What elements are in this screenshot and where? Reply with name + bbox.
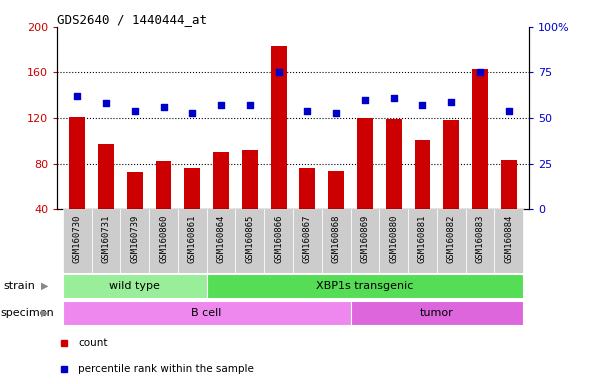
Point — [245, 102, 255, 108]
Bar — [63, 209, 91, 273]
Bar — [357, 118, 373, 209]
Bar — [466, 209, 495, 273]
Text: count: count — [78, 338, 108, 348]
Bar — [299, 168, 316, 209]
Text: wild type: wild type — [109, 281, 160, 291]
Point — [274, 70, 284, 76]
Bar — [322, 209, 350, 273]
Text: ▶: ▶ — [41, 281, 48, 291]
Point — [73, 93, 82, 99]
Text: GSM160739: GSM160739 — [130, 214, 139, 263]
Point — [302, 108, 312, 114]
Bar — [379, 209, 408, 273]
Point — [447, 99, 456, 105]
Text: specimen: specimen — [1, 308, 54, 318]
Bar — [127, 172, 142, 209]
Text: GSM160880: GSM160880 — [389, 214, 398, 263]
Point — [101, 101, 111, 107]
Point — [159, 104, 168, 110]
Bar — [264, 209, 293, 273]
Text: percentile rank within the sample: percentile rank within the sample — [78, 364, 254, 374]
Bar — [91, 209, 120, 273]
Text: GSM160731: GSM160731 — [102, 214, 111, 263]
Bar — [495, 209, 523, 273]
Bar — [120, 209, 149, 273]
Bar — [69, 117, 85, 209]
Text: GSM160882: GSM160882 — [447, 214, 456, 263]
Text: GSM160867: GSM160867 — [303, 214, 312, 263]
Point — [389, 95, 398, 101]
Bar — [415, 140, 430, 209]
Text: B cell: B cell — [192, 308, 222, 318]
Bar — [408, 209, 437, 273]
Text: GSM160861: GSM160861 — [188, 214, 197, 263]
Bar — [437, 209, 466, 273]
Point — [418, 102, 427, 108]
Bar — [242, 150, 258, 209]
Bar — [207, 209, 236, 273]
Bar — [149, 209, 178, 273]
Bar — [328, 170, 344, 209]
Bar — [213, 152, 229, 209]
Text: ▶: ▶ — [41, 308, 48, 318]
Point — [216, 102, 226, 108]
Text: GSM160881: GSM160881 — [418, 214, 427, 263]
Bar — [350, 301, 523, 325]
Text: XBP1s transgenic: XBP1s transgenic — [316, 281, 413, 291]
Bar — [472, 69, 488, 209]
Bar — [386, 119, 401, 209]
Bar — [185, 168, 200, 209]
Bar — [350, 209, 379, 273]
Text: GDS2640 / 1440444_at: GDS2640 / 1440444_at — [57, 13, 207, 26]
Bar — [63, 274, 207, 298]
Text: GSM160884: GSM160884 — [504, 214, 513, 263]
Text: strain: strain — [3, 281, 35, 291]
Bar — [444, 120, 459, 209]
Point — [188, 109, 197, 116]
Point — [331, 109, 341, 116]
Text: GSM160860: GSM160860 — [159, 214, 168, 263]
Text: tumor: tumor — [420, 308, 454, 318]
Text: GSM160730: GSM160730 — [73, 214, 82, 263]
Point — [130, 108, 139, 114]
Text: GSM160883: GSM160883 — [475, 214, 484, 263]
Point — [360, 97, 370, 103]
Bar — [501, 160, 517, 209]
Text: GSM160865: GSM160865 — [245, 214, 254, 263]
Bar — [63, 301, 350, 325]
Text: GSM160868: GSM160868 — [332, 214, 341, 263]
Bar — [156, 161, 171, 209]
Bar — [178, 209, 207, 273]
Bar — [293, 209, 322, 273]
Point — [475, 70, 485, 76]
Text: GSM160869: GSM160869 — [361, 214, 370, 263]
Point — [504, 108, 513, 114]
Bar — [207, 274, 523, 298]
Bar — [236, 209, 264, 273]
Bar — [270, 46, 287, 209]
Bar — [98, 144, 114, 209]
Text: GSM160864: GSM160864 — [216, 214, 225, 263]
Text: GSM160866: GSM160866 — [274, 214, 283, 263]
